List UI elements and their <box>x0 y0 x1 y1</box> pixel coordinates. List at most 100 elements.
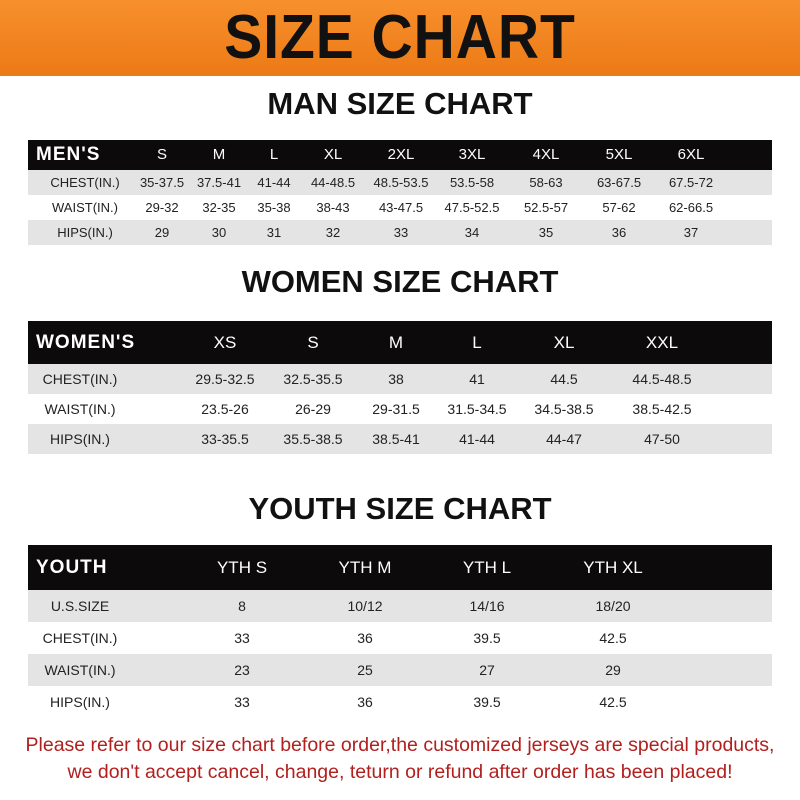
size-column-header: 6XL <box>677 146 705 163</box>
size-column-header: S <box>156 146 168 163</box>
table-cell: 44.5-48.5 <box>632 371 692 387</box>
measurement-label: CHEST(IN.) <box>50 175 120 190</box>
size-column-header: 3XL <box>458 146 486 163</box>
youth-header-row: YOUTH YTH S YTH M YTH L YTH XL <box>28 545 772 590</box>
table-row: HIPS(IN.) 29 30 31 32 33 34 35 36 37 <box>28 220 772 245</box>
youth-section-title: YOUTH SIZE CHART <box>248 491 552 526</box>
table-cell: 44-47 <box>546 431 582 447</box>
table-cell: 44.5 <box>550 371 578 387</box>
table-row: U.S.SIZE 8 10/12 14/16 18/20 <box>28 590 772 622</box>
table-cell: 32 <box>325 225 341 240</box>
measurement-label: WAIST(IN.) <box>44 662 116 678</box>
table-cell: 41-44 <box>459 431 495 447</box>
table-cell: 23.5-26 <box>201 401 249 417</box>
table-row: WAIST(IN.) 29-32 32-35 35-38 38-43 43-47.5 47.… <box>28 195 772 220</box>
table-cell: 52.5-57 <box>523 200 569 215</box>
size-column-header: L <box>472 333 482 352</box>
table-cell: 37 <box>683 225 699 240</box>
table-cell: 35 <box>538 225 554 240</box>
table-row: HIPS(IN.) 33 36 39.5 42.5 <box>28 686 772 718</box>
size-column-header: YTH XL <box>583 558 643 577</box>
table-label: YOUTH <box>36 557 108 578</box>
table-cell: 53.5-58 <box>449 175 495 190</box>
table-cell: 36 <box>611 225 627 240</box>
measurement-label: U.S.SIZE <box>50 598 110 614</box>
table-cell: 37.5-41 <box>196 175 242 190</box>
women-section-title: WOMEN SIZE CHART <box>241 264 559 299</box>
measurement-label: HIPS(IN.) <box>50 694 110 710</box>
table-cell: 41-44 <box>257 175 291 190</box>
table-cell: 67.5-72 <box>668 175 714 190</box>
table-cell: 41 <box>469 371 485 387</box>
table-cell: 42.5 <box>599 694 627 710</box>
table-cell: 38-43 <box>316 200 350 215</box>
table-cell: 36 <box>357 694 373 710</box>
table-cell: 23 <box>234 662 250 678</box>
table-cell: 33 <box>393 225 409 240</box>
measurement-label: WAIST(IN.) <box>52 200 118 215</box>
table-cell: 34.5-38.5 <box>534 401 594 417</box>
table-cell: 42.5 <box>599 630 627 646</box>
size-column-header: M <box>388 333 404 352</box>
table-row: CHEST(IN.) 29.5-32.5 32.5-35.5 38 41 44.5 44.5… <box>28 364 772 394</box>
table-cell: 29.5-32.5 <box>195 371 255 387</box>
size-column-header: 4XL <box>532 146 560 163</box>
table-cell: 35.5-38.5 <box>283 431 343 447</box>
women-size-table: WOMEN'S XS S M L XL XXL CHEST(IN.) 29.5-32.5 32.5… <box>28 321 772 454</box>
table-cell: 47.5-52.5 <box>444 200 500 215</box>
table-cell: 58-63 <box>529 175 563 190</box>
measurement-label: HIPS(IN.) <box>57 225 113 240</box>
table-cell: 29 <box>154 225 170 240</box>
table-cell: 30 <box>211 225 227 240</box>
size-column-header: XS <box>213 333 237 352</box>
table-cell: 38.5-42.5 <box>632 401 692 417</box>
table-row: WAIST(IN.) 23 25 27 29 <box>28 654 772 686</box>
size-column-header: YTH M <box>338 558 392 577</box>
table-cell: 18/20 <box>595 598 631 614</box>
table-cell: 29 <box>605 662 621 678</box>
size-column-header: XL <box>553 333 575 352</box>
size-column-header: XXL <box>645 333 679 352</box>
table-cell: 48.5-53.5 <box>373 175 429 190</box>
table-cell: 33-35.5 <box>201 431 249 447</box>
table-cell: 32.5-35.5 <box>283 371 343 387</box>
size-column-header: L <box>269 146 279 163</box>
size-column-header: YTH S <box>216 558 268 577</box>
measurement-label: CHEST(IN.) <box>42 630 118 646</box>
measurement-label: CHEST(IN.) <box>42 371 118 387</box>
order-notice-line-2: we don't accept cancel, change, teturn o… <box>67 761 733 783</box>
table-cell: 8 <box>238 598 246 614</box>
table-cell: 62-66.5 <box>668 200 714 215</box>
table-cell: 25 <box>357 662 373 678</box>
table-row: HIPS(IN.) 33-35.5 35.5-38.5 38.5-41 41-44 44-… <box>28 424 772 454</box>
table-cell: 44-48.5 <box>310 175 356 190</box>
table-cell: 39.5 <box>473 694 501 710</box>
table-label: MEN'S <box>36 144 101 165</box>
table-cell: 27 <box>479 662 495 678</box>
table-cell: 38 <box>388 371 404 387</box>
women-header-row: WOMEN'S XS S M L XL XXL <box>28 321 772 364</box>
table-row: CHEST(IN.) 35-37.5 37.5-41 41-44 44-48.5 48.5… <box>28 170 772 195</box>
table-cell: 29-32 <box>145 200 179 215</box>
youth-size-table: YOUTH YTH S YTH M YTH L YTH XL U.S.SIZE 8 10/12… <box>28 545 772 718</box>
table-row: WAIST(IN.) 23.5-26 26-29 29-31.5 31.5-34.5 34… <box>28 394 772 424</box>
table-cell: 31 <box>266 225 282 240</box>
table-cell: 10/12 <box>347 598 383 614</box>
men-header-row: MEN'S S M L XL 2XL 3XL 4XL 5XL 6XL <box>28 140 772 170</box>
table-cell: 29-31.5 <box>372 401 420 417</box>
size-column-header: M <box>212 146 226 163</box>
banner-title: SIZE CHART <box>224 3 576 72</box>
table-cell: 43-47.5 <box>378 200 424 215</box>
measurement-label: HIPS(IN.) <box>50 431 110 447</box>
table-cell: 57-62 <box>602 200 636 215</box>
table-cell: 26-29 <box>295 401 331 417</box>
measurement-label: WAIST(IN.) <box>44 401 116 417</box>
table-cell: 31.5-34.5 <box>447 401 507 417</box>
table-cell: 38.5-41 <box>372 431 420 447</box>
size-column-header: 5XL <box>605 146 633 163</box>
men-size-table: MEN'S S M L XL 2XL 3XL 4XL 5XL 6XL CHEST(IN.) 35-37… <box>28 140 772 245</box>
table-cell: 36 <box>357 630 373 646</box>
table-cell: 63-67.5 <box>596 175 642 190</box>
table-cell: 34 <box>464 225 480 240</box>
table-cell: 39.5 <box>473 630 501 646</box>
